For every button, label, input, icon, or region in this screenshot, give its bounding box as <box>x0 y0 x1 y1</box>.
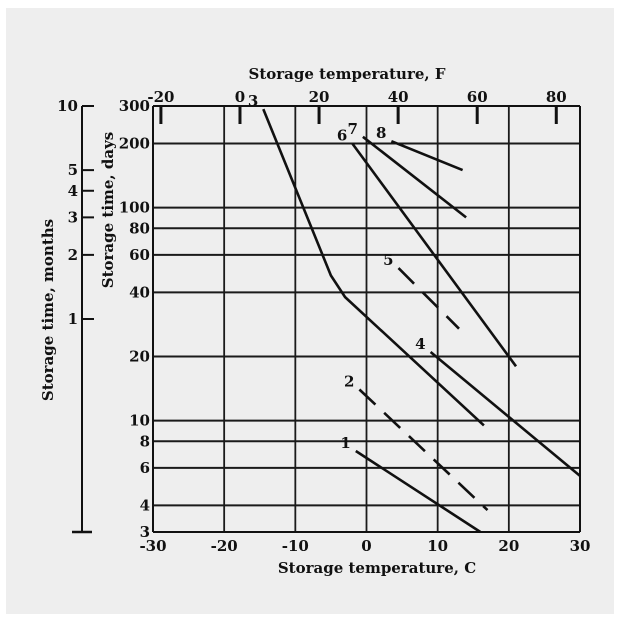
series-6-label: 6 <box>337 127 347 145</box>
x-top-tick-label: 20 <box>309 88 330 106</box>
series-layer <box>262 108 581 534</box>
x-bottom-tick-label: -20 <box>211 537 238 555</box>
series-1-label: 1 <box>340 434 350 452</box>
x-top-tick-label: 0 <box>235 88 245 106</box>
y-days-title: Storage time, days <box>99 132 117 289</box>
series-5-line <box>397 267 460 330</box>
y-months-tick-label: 3 <box>68 208 78 226</box>
series-2-line <box>358 388 489 512</box>
y-days-tick-label: 4 <box>140 496 150 514</box>
y-days-tick-label: 8 <box>140 432 150 450</box>
y-days-tick-label: 200 <box>119 135 150 153</box>
x-top-ticks: -20 0 20 40 60 80 <box>147 88 567 124</box>
series-labels: 1 2 3 4 5 6 7 8 <box>248 92 426 452</box>
series-4-label: 4 <box>415 335 425 353</box>
series-4-line <box>429 350 581 477</box>
x-top-title: Storage temperature, F <box>248 65 445 83</box>
y-days-tick-label: 20 <box>129 348 150 366</box>
x-bottom-title: Storage temperature, C <box>278 559 476 577</box>
y-days-ticks: 3 4 6 8 10 20 40 60 80 100 200 300 <box>119 97 150 541</box>
series-1-line <box>355 449 482 534</box>
y-months-axis: 1 2 3 4 5 10 <box>57 97 94 534</box>
x-top-tick-label: 80 <box>546 88 567 106</box>
plot-frame <box>152 105 581 533</box>
series-5-label: 5 <box>383 251 393 269</box>
y-days-tick-label: 6 <box>140 459 150 477</box>
series-8-label: 8 <box>376 124 386 142</box>
x-bottom-unit: C <box>464 559 476 577</box>
x-bottom-tick-label: 10 <box>427 537 448 555</box>
y-days-tick-label: 40 <box>129 283 150 301</box>
x-bottom-tick-label: -30 <box>139 537 166 555</box>
x-top-unit: F <box>435 65 446 83</box>
x-bottom-ticks: -30 -20 -10 0 10 20 30 <box>139 537 590 555</box>
y-months-tick-label: 1 <box>68 310 78 328</box>
series-3-line <box>262 108 485 427</box>
series-7-line <box>362 135 467 219</box>
y-months-tick-label: 10 <box>57 97 78 115</box>
chart-panel <box>6 8 614 614</box>
y-months-tick-label: 5 <box>68 161 78 179</box>
y-days-tick-label: 60 <box>129 246 150 264</box>
y-months-tick-label: 4 <box>68 182 78 200</box>
x-top-tick-label: 60 <box>467 88 488 106</box>
x-bottom-tick-label: 20 <box>498 537 519 555</box>
series-2-label: 2 <box>344 373 354 391</box>
y-days-tick-label: 300 <box>119 97 150 115</box>
y-days-tick-label: 100 <box>119 199 150 217</box>
x-top-tick-label: 40 <box>388 88 409 106</box>
x-top-tick-label: -20 <box>147 88 174 106</box>
x-bottom-tick-label: -10 <box>282 537 309 555</box>
series-7-label: 7 <box>348 120 358 138</box>
series-8-line <box>390 139 464 172</box>
x-bottom-tick-label: 0 <box>361 537 371 555</box>
y-months-tick-label: 2 <box>68 246 78 264</box>
y-days-tick-label: 3 <box>140 523 150 541</box>
y-days-tick-label: 10 <box>129 412 150 430</box>
series-3-label: 3 <box>248 92 258 110</box>
grid-lines <box>153 106 580 532</box>
x-bottom-tick-label: 30 <box>570 537 591 555</box>
series-6-line <box>351 142 518 368</box>
y-months-title: Storage time, months <box>39 219 57 401</box>
y-days-tick-label: 80 <box>129 219 150 237</box>
